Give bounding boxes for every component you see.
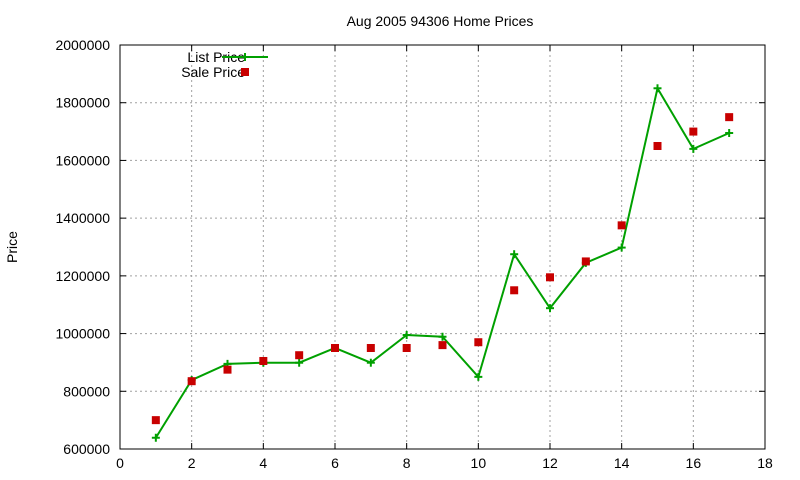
list-price-point [510, 250, 519, 259]
sale-price-point [438, 341, 447, 350]
legend-label: Sale Price [181, 64, 245, 80]
sale-price-point [223, 365, 232, 374]
sale-price-point [689, 127, 698, 136]
y-tick-label: 800000 [63, 383, 110, 399]
sale-price-point [581, 257, 590, 266]
sale-price-point [259, 356, 268, 365]
series-1 [151, 113, 734, 425]
list-price-point [689, 144, 698, 153]
y-tick-label: 1000000 [55, 326, 110, 342]
list-price-point [653, 84, 662, 93]
list-price-point [295, 358, 304, 367]
y-axis-label: Price [4, 231, 20, 263]
y-tick-label: 1400000 [55, 210, 110, 226]
list-price-line [154, 85, 730, 439]
sale-price-point [402, 344, 411, 352]
list-price-point [617, 243, 626, 252]
list-price-point [402, 331, 411, 340]
x-tick-label: 18 [757, 455, 773, 471]
sale-price-point [187, 377, 196, 386]
data-series [151, 84, 734, 442]
sale-price-point [617, 221, 626, 230]
sale-price-point [653, 142, 662, 150]
x-tick-label: 4 [259, 455, 267, 471]
plot-frame [119, 44, 766, 450]
sale-price-point [546, 273, 554, 282]
x-tick-label: 8 [403, 455, 411, 471]
list-price-point [151, 433, 160, 442]
x-tick-label: 0 [116, 455, 124, 471]
x-tick-label: 16 [686, 455, 702, 471]
list-price-point [366, 358, 375, 367]
sale-price-point [474, 338, 483, 347]
sale-price-point [510, 286, 519, 295]
list-price-point [546, 304, 554, 313]
x-tick-label: 14 [614, 455, 630, 471]
x-tick-label: 10 [471, 455, 487, 471]
series-0 [151, 84, 734, 442]
chart-title: Aug 2005 94306 Home Prices [347, 13, 534, 29]
y-tick-label: 1600000 [55, 152, 110, 168]
legend-plus-marker [241, 53, 249, 61]
sale-price-point [295, 351, 304, 360]
legend-label: List Price [187, 49, 245, 65]
list-price-point [725, 129, 734, 138]
sale-price-point [331, 344, 339, 352]
sale-price-point [366, 344, 375, 352]
y-tick-label: 600000 [63, 441, 110, 457]
list-price-point [438, 332, 447, 341]
y-tick-label: 1200000 [55, 268, 110, 284]
y-tick-labels: 600000 800000 1000000 1200000 1400000 1600000… [55, 37, 110, 457]
y-tick-label: 1800000 [55, 95, 110, 111]
y-tick-label: 2000000 [55, 37, 110, 53]
x-tick-label: 6 [331, 455, 339, 471]
x-tick-label: 2 [188, 455, 196, 471]
x-tick-label: 12 [542, 455, 558, 471]
legend-square-marker [241, 68, 249, 76]
list-price-point [474, 372, 483, 381]
sale-price-point [725, 113, 734, 122]
sale-price-point [151, 416, 160, 425]
x-tick-labels: 0 2 4 6 8 10 12 14 16 18 [116, 455, 773, 471]
